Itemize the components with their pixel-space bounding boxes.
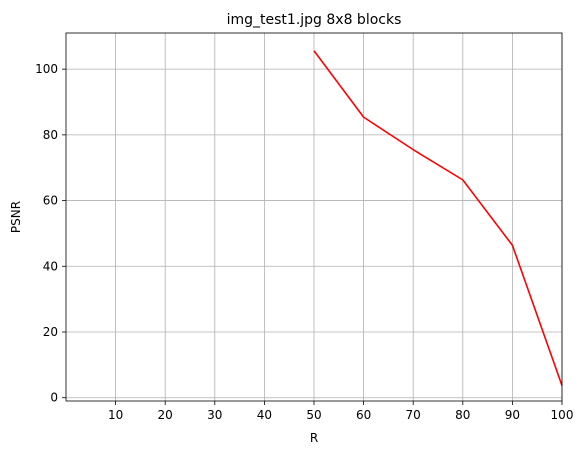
x-axis-label: R bbox=[310, 431, 318, 445]
x-tick-label: 100 bbox=[551, 408, 574, 422]
x-tick-label: 80 bbox=[455, 408, 470, 422]
y-tick-label: 40 bbox=[43, 259, 58, 273]
y-axis-label: PSNR bbox=[9, 201, 23, 233]
series-line bbox=[313, 50, 563, 386]
x-tick-label: 60 bbox=[356, 408, 371, 422]
y-axis-ticks: 0 20 40 60 80 100 bbox=[35, 62, 66, 405]
chart-title: img_test1.jpg 8x8 blocks bbox=[227, 12, 402, 28]
x-tick-label: 90 bbox=[505, 408, 520, 422]
x-tick-label: 10 bbox=[108, 408, 123, 422]
y-tick-label: 60 bbox=[43, 194, 58, 208]
y-tick-label: 100 bbox=[35, 62, 58, 76]
y-tick-label: 0 bbox=[50, 391, 58, 405]
x-axis-ticks: 10 20 30 40 50 60 70 80 90 100 bbox=[108, 401, 573, 422]
x-tick-label: 40 bbox=[257, 408, 272, 422]
y-tick-label: 20 bbox=[43, 325, 58, 339]
x-tick-label: 30 bbox=[207, 408, 222, 422]
x-tick-label: 70 bbox=[406, 408, 421, 422]
y-tick-label: 80 bbox=[43, 128, 58, 142]
grid bbox=[66, 33, 563, 401]
x-tick-label: 50 bbox=[306, 408, 321, 422]
series-layer bbox=[313, 50, 563, 386]
x-tick-label: 20 bbox=[158, 408, 173, 422]
